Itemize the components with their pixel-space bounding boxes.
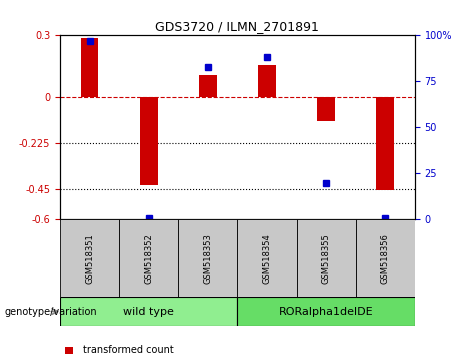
Text: transformed count: transformed count <box>83 346 174 354</box>
Bar <box>119 219 178 297</box>
Bar <box>65 347 73 354</box>
Text: GSM518353: GSM518353 <box>203 233 213 284</box>
Bar <box>178 219 237 297</box>
Text: GSM518356: GSM518356 <box>381 233 390 284</box>
Bar <box>317 97 335 121</box>
Text: wild type: wild type <box>123 307 174 316</box>
Bar <box>140 97 158 185</box>
Title: GDS3720 / ILMN_2701891: GDS3720 / ILMN_2701891 <box>155 20 319 33</box>
Bar <box>81 39 98 97</box>
Bar <box>296 219 356 297</box>
Bar <box>258 65 276 97</box>
Bar <box>356 219 415 297</box>
Bar <box>60 297 237 326</box>
Text: GSM518355: GSM518355 <box>322 233 331 284</box>
Bar <box>237 297 415 326</box>
Text: genotype/variation: genotype/variation <box>5 307 97 316</box>
Text: GSM518352: GSM518352 <box>144 233 153 284</box>
Bar <box>199 75 217 97</box>
Bar <box>377 97 394 190</box>
Bar <box>60 219 119 297</box>
Bar <box>237 219 296 297</box>
Text: RORalpha1delDE: RORalpha1delDE <box>279 307 373 316</box>
Text: GSM518354: GSM518354 <box>262 233 272 284</box>
Text: GSM518351: GSM518351 <box>85 233 94 284</box>
